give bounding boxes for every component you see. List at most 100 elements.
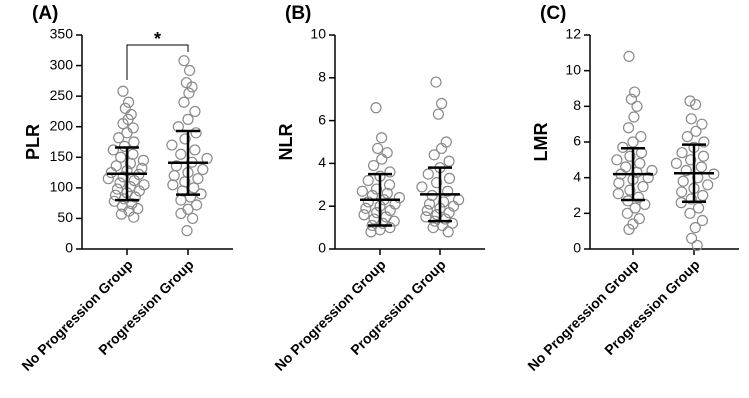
data-point [623,223,635,235]
data-point [186,81,198,93]
y-tick-label: 300 [50,56,74,72]
x-tick-label: No Progression Group [271,256,388,373]
data-point [370,183,383,195]
data-point [360,202,372,214]
data-point [676,186,688,198]
y-tick-label: 2 [573,204,581,220]
data-point [432,108,444,120]
data-point [625,93,638,105]
data-point [175,194,187,206]
data-point [189,144,201,156]
data-point [376,153,388,165]
data-point [371,207,383,219]
data-point [684,207,696,219]
data-point [107,144,119,156]
y-tick-label: 0 [573,240,581,256]
data-point [620,161,632,173]
y-tick-label: 4 [318,154,326,170]
data-point [422,168,434,180]
data-point [384,166,396,178]
y-tick-label: 12 [565,26,581,42]
data-point [629,202,641,214]
y-tick-label: 0 [65,240,73,256]
data-point [430,76,442,88]
data-point [133,185,145,197]
data-point [681,131,693,143]
data-point [611,154,623,166]
data-point [121,127,133,139]
data-point [192,173,204,185]
y-tick-label: 150 [50,148,74,164]
data-point [376,132,388,144]
data-point [680,164,692,177]
x-tick-label: No Progression Group [524,256,641,373]
data-point [365,226,377,238]
data-point [670,157,683,169]
y-tick-label: 100 [50,179,74,195]
data-point [372,142,384,155]
data-point [428,149,440,161]
panel-label: (C) [540,3,566,24]
y-axis-label: PLR [23,124,43,160]
data-point [383,179,396,191]
data-point [110,160,122,172]
data-point [416,181,428,193]
data-point [612,188,624,200]
data-point [368,159,380,172]
data-point [631,100,643,112]
data-point [637,180,649,193]
data-point [427,222,439,234]
data-point [697,150,710,162]
data-point [443,172,456,184]
data-point [166,139,178,151]
data-point [436,97,448,110]
data-point [435,142,448,155]
data-point [182,113,194,125]
data-point [676,147,688,159]
data-point [384,204,396,217]
data-point [197,163,209,176]
data-point [695,161,707,173]
data-point [381,147,393,159]
data-point [117,118,129,130]
data-point [690,125,702,137]
data-point [362,174,374,187]
data-point [119,102,132,114]
data-point [420,211,432,223]
data-point [127,148,139,160]
data-point [187,212,199,225]
data-point [102,173,114,185]
data-point [180,77,192,89]
y-tick-label: 8 [318,69,326,85]
data-point [442,185,454,197]
panel-label: (A) [32,3,58,24]
panel-label: (B) [285,3,311,24]
y-tick-label: 250 [50,87,74,103]
data-point [128,136,140,148]
data-point [370,102,382,114]
data-point [624,184,636,196]
data-point [181,225,193,237]
significance-label: * [154,29,161,49]
data-point [613,177,625,189]
data-point [113,132,125,144]
data-point [702,179,714,191]
data-point [677,175,689,187]
y-tick-label: 6 [318,111,326,127]
data-point [623,50,635,63]
data-point [179,133,191,145]
data-point [111,183,124,195]
data-point [685,113,697,125]
y-tick-label: 10 [565,61,581,77]
y-tick-label: 10 [310,26,326,42]
data-point [431,177,443,189]
data-point [178,96,190,108]
data-point [127,122,139,134]
y-axis-label: LMR [531,123,551,162]
data-point [117,85,129,97]
data-point [696,118,708,130]
data-point [628,111,640,123]
data-point [633,213,645,225]
y-tick-label: 4 [573,168,581,184]
